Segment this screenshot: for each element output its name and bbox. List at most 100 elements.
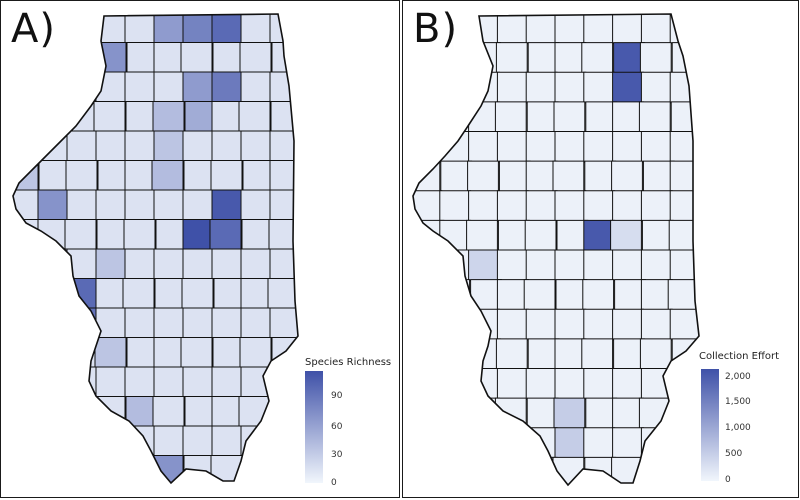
- county: [268, 219, 298, 251]
- county: [612, 190, 644, 222]
- county: [612, 14, 644, 45]
- county: [124, 71, 157, 103]
- county: [441, 397, 474, 430]
- county: [612, 249, 644, 282]
- county: [413, 308, 443, 341]
- county: [211, 101, 244, 133]
- county: [211, 396, 244, 428]
- county: [240, 248, 273, 280]
- county: [13, 307, 41, 339]
- county: [270, 101, 298, 133]
- county: [524, 219, 557, 252]
- county: [124, 366, 157, 398]
- county: [211, 425, 244, 457]
- county: [66, 189, 99, 221]
- county: [240, 189, 273, 221]
- county: [585, 101, 618, 133]
- county: [413, 131, 443, 163]
- county: [182, 130, 215, 162]
- legend-tick-label: 1,500: [725, 397, 751, 407]
- county: [439, 219, 472, 252]
- county: [126, 42, 159, 74]
- county: [182, 248, 215, 280]
- county: [124, 160, 157, 192]
- county: [584, 160, 617, 193]
- county: [556, 219, 589, 252]
- county: [466, 219, 498, 252]
- county-fill-layer: [413, 14, 699, 485]
- county: [13, 42, 41, 74]
- county: [124, 14, 157, 44]
- county: [669, 427, 699, 459]
- county: [211, 307, 244, 339]
- county: [439, 368, 472, 400]
- county: [554, 71, 587, 104]
- county: [184, 396, 217, 428]
- county: [269, 425, 298, 457]
- county: [66, 396, 99, 428]
- county: [525, 71, 558, 104]
- county: [669, 368, 699, 400]
- county: [439, 427, 472, 459]
- county: [269, 160, 298, 192]
- legend-tick-label: 1,000: [725, 423, 751, 433]
- county: [581, 338, 614, 370]
- county: [182, 189, 215, 221]
- legend-tick-label: 2,000: [725, 372, 751, 382]
- county: [669, 160, 699, 193]
- state-outline: [12, 13, 299, 485]
- county: [640, 131, 673, 163]
- county: [67, 42, 100, 74]
- county: [642, 456, 675, 485]
- county: [669, 249, 699, 282]
- county: [494, 101, 527, 133]
- county: [13, 248, 41, 280]
- county: [182, 307, 215, 339]
- county: [440, 160, 473, 193]
- county: [122, 278, 155, 310]
- county: [612, 308, 644, 341]
- county: [153, 71, 186, 103]
- county: [671, 42, 699, 74]
- county: [413, 249, 443, 282]
- county: [585, 397, 618, 430]
- county: [269, 14, 298, 44]
- county: [37, 14, 70, 44]
- county: [213, 278, 246, 310]
- county: [240, 130, 273, 162]
- county: [153, 189, 186, 221]
- county: [13, 14, 41, 44]
- county: [413, 279, 444, 311]
- county: [153, 130, 186, 162]
- county: [37, 366, 70, 398]
- county: [413, 397, 442, 430]
- county: [65, 455, 98, 483]
- county: [554, 308, 587, 341]
- county: [467, 456, 499, 485]
- county: [240, 71, 273, 103]
- county: [525, 249, 558, 282]
- county: [238, 101, 271, 133]
- county: [413, 71, 443, 104]
- county: [583, 131, 616, 163]
- county: [640, 279, 673, 311]
- county: [526, 397, 559, 430]
- county: [554, 14, 587, 45]
- county: [553, 101, 586, 133]
- legend-tick-label: 0: [725, 475, 731, 485]
- county: [124, 307, 157, 339]
- county: [124, 189, 157, 221]
- county-fill-layer: [13, 14, 298, 483]
- county: [153, 366, 186, 398]
- county: [525, 160, 558, 193]
- county: [95, 366, 128, 398]
- county: [667, 279, 699, 311]
- county: [153, 425, 186, 457]
- county: [182, 366, 215, 398]
- county: [152, 101, 185, 133]
- county: [184, 101, 217, 133]
- county: [212, 337, 245, 369]
- county: [95, 248, 128, 280]
- county: [496, 14, 529, 45]
- county: [240, 307, 273, 339]
